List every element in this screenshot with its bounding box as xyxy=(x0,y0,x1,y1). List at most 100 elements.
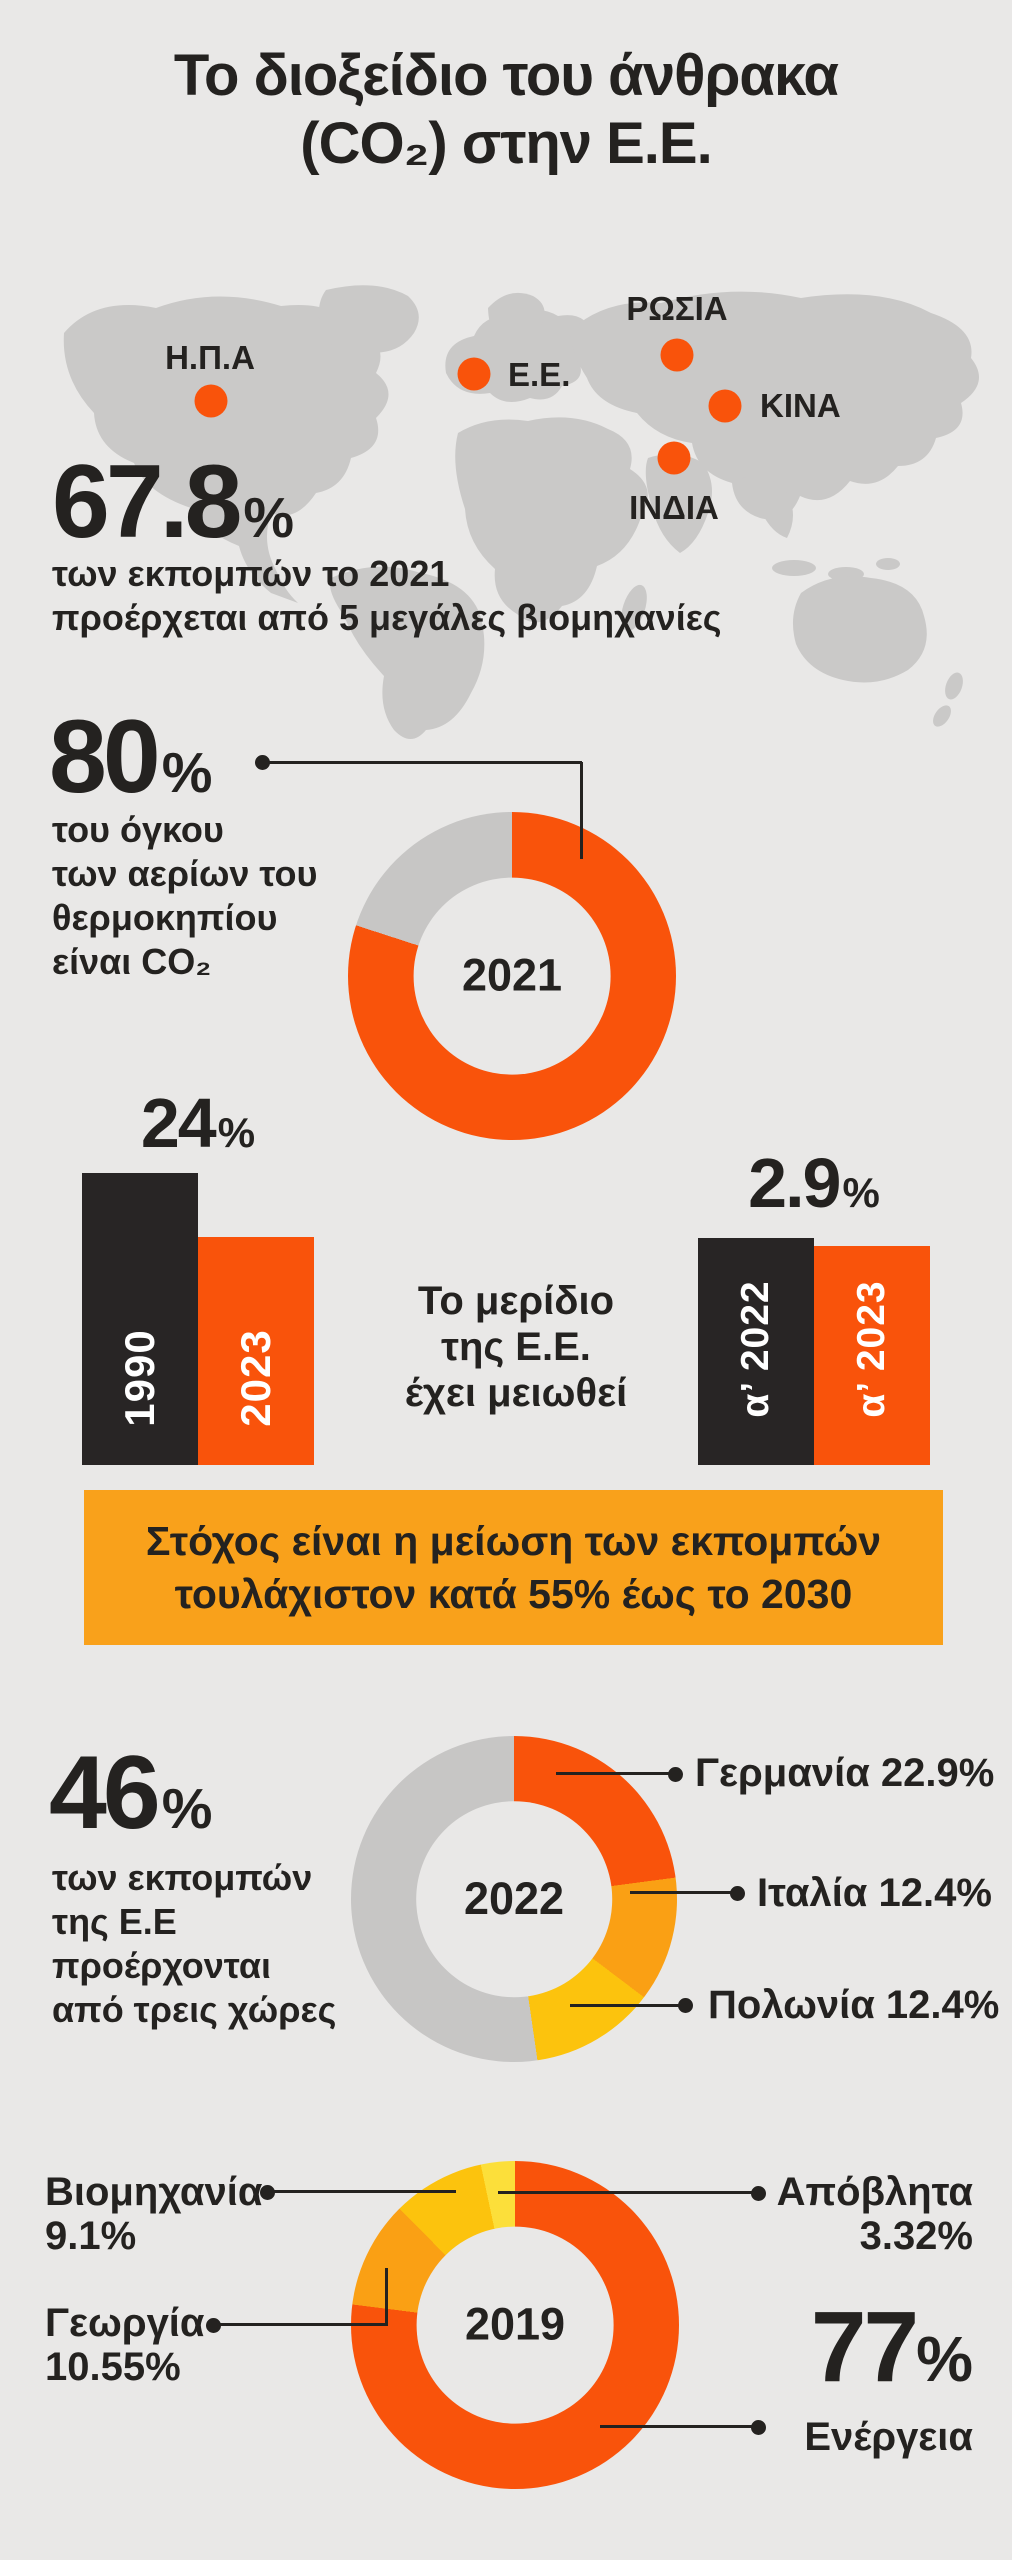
china-marker-label: ΚΙΝΑ xyxy=(760,387,841,424)
stat-co2-volume-unit: % xyxy=(161,741,213,805)
leader-line xyxy=(262,761,582,764)
bar-2023: 2023 xyxy=(198,1237,314,1465)
bar-q1-2023: α’ 2023 xyxy=(814,1246,930,1465)
stat-energy-unit: % xyxy=(916,2323,973,2395)
india-marker-dot-icon xyxy=(657,441,691,475)
donut-center-label-2022: 2022 xyxy=(463,1873,565,1924)
target-banner-line2-prefix: τουλάχιστον κατά xyxy=(174,1570,529,1617)
island-indonesia-1 xyxy=(772,560,816,576)
donut-chart-2021: 2021 xyxy=(348,812,676,1140)
bar-q1-2022: α’ 2022 xyxy=(698,1238,814,1465)
usa-marker-dot-icon xyxy=(194,384,228,418)
region-india xyxy=(645,454,712,553)
continent-south-america xyxy=(329,566,485,739)
target-banner-line1: Στόχος είναι η μείωση των εκπομπών xyxy=(145,1517,882,1564)
callout-agriculture-value: 10.55% xyxy=(45,2345,181,2389)
leader-line xyxy=(630,1891,737,1894)
stat-co2-caption-line4: είναι CO₂ xyxy=(52,941,212,982)
three-countries-caption-line1: των εκπομπών xyxy=(52,1857,313,1898)
share-decline-text: Το μερίδιο της Ε.Ε. έχει μειωθεί xyxy=(366,1278,666,1416)
callout-poland: Πολωνία 12.4% xyxy=(708,1983,1000,2027)
leader-line xyxy=(556,1772,676,1775)
page-title: Το διοξείδιο του άνθρακα (CO₂) στην Ε.Ε. xyxy=(0,42,1012,178)
leader-dot xyxy=(668,1767,683,1782)
stat-industries-caption-line1: των εκπομπών το 2021 xyxy=(52,553,450,594)
leader-line xyxy=(600,2425,758,2428)
page-title-line2: (CO₂) στην Ε.Ε. xyxy=(300,111,712,176)
island-madagascar xyxy=(621,584,647,632)
callout-agriculture: Γεωργία 10.55% xyxy=(45,2301,318,2389)
donut-hole: 2019 xyxy=(416,2226,614,2424)
leader-line xyxy=(580,762,583,859)
stat-industries-unit: % xyxy=(243,486,295,550)
bar-headline-annual-unit: % xyxy=(217,1109,256,1156)
leader-dot xyxy=(730,1886,745,1901)
usa-marker-label: Η.Π.Α xyxy=(165,339,255,376)
callout-waste-value: 3.32% xyxy=(859,2214,973,2258)
bar-headline-quarterly-unit: % xyxy=(842,1169,880,1216)
callout-waste: Απόβλητα 3.32% xyxy=(700,2170,973,2258)
callout-energy: 77% Ενέργεια xyxy=(700,2297,973,2459)
island-greenland xyxy=(318,285,419,353)
leader-line xyxy=(570,2004,685,2007)
callout-waste-name: Απόβλητα xyxy=(776,2170,973,2214)
target-banner: Στόχος είναι η μείωση των εκπομπών τουλά… xyxy=(84,1490,943,1645)
callout-italy: Ιταλία 12.4% xyxy=(757,1871,992,1915)
stat-co2-caption-line2: των αερίων του xyxy=(52,853,318,894)
bar-headline-quarterly-number: 2.9 xyxy=(748,1144,841,1222)
continent-africa xyxy=(455,417,648,623)
stat-co2-volume-caption: του όγκου των αερίων του θερμοκηπίου είν… xyxy=(52,808,317,984)
leader-line xyxy=(218,2323,388,2326)
stat-co2-caption-line3: θερμοκηπίου xyxy=(52,897,278,938)
island-new-zealand-2 xyxy=(933,705,951,727)
bar-1990: 1990 xyxy=(82,1173,198,1465)
stat-industries-number: 67.8 xyxy=(52,444,242,560)
india-marker-label: ΙΝΔΙΑ xyxy=(629,489,719,526)
eu-marker-dot-icon xyxy=(457,357,491,391)
donut-hole: 2021 xyxy=(413,877,611,1075)
stat-co2-volume-number: 80 xyxy=(49,699,161,815)
page-title-line1: Το διοξείδιο του άνθρακα xyxy=(173,43,839,108)
continent-north-america xyxy=(63,296,389,603)
stat-three-countries-number: 46 xyxy=(49,1735,161,1851)
three-countries-caption-line2: της Ε.Ε xyxy=(52,1901,177,1942)
donut-hole: 2022 xyxy=(416,1801,612,1997)
stat-three-countries-value: 46% xyxy=(49,1741,212,1861)
stat-industries-caption: των εκπομπών το 2021 προέρχεται από 5 με… xyxy=(52,552,722,640)
donut-center-label-2019: 2019 xyxy=(464,2298,566,2350)
island-indonesia-3 xyxy=(876,558,900,570)
three-countries-caption-line3: προέρχονται xyxy=(52,1945,271,1986)
leader-line xyxy=(385,2268,388,2326)
leader-dot xyxy=(678,1998,693,2013)
three-countries-caption-line4: από τρεις χώρες xyxy=(52,1989,337,2030)
bar-1990-label: 1990 xyxy=(116,1329,163,1427)
bar-headline-quarterly: 2.9% xyxy=(698,1148,930,1228)
donut-chart-2022: 2022 xyxy=(351,1736,677,2062)
callout-industry: Βιομηχανία 9.1% xyxy=(45,2170,318,2258)
leader-dot xyxy=(751,2420,766,2435)
leader-line xyxy=(272,2190,456,2193)
china-marker-dot-icon xyxy=(708,389,742,423)
donut-center-label-2021: 2021 xyxy=(461,949,563,1001)
region-scandinavia xyxy=(488,292,545,345)
leader-line xyxy=(498,2191,758,2194)
callout-germany: Γερμανία 22.9% xyxy=(695,1751,995,1795)
callout-industry-name: Βιομηχανία xyxy=(45,2170,263,2214)
stat-three-countries-unit: % xyxy=(161,1777,213,1841)
callout-industry-value: 9.1% xyxy=(45,2214,137,2258)
share-decline-line2: της Ε.Ε. xyxy=(441,1325,591,1369)
target-banner-line2-bold: 55% xyxy=(528,1570,611,1617)
continent-australia xyxy=(792,576,927,683)
bar-headline-annual: 24% xyxy=(82,1088,314,1168)
bar-2023-label: 2023 xyxy=(232,1329,279,1427)
target-banner-line2-suffix: έως το 2030 xyxy=(610,1570,853,1617)
leader-dot xyxy=(260,2185,275,2200)
bar-headline-annual-number: 24 xyxy=(140,1084,217,1162)
leader-dot xyxy=(751,2186,766,2201)
eu-marker-label: Ε.Ε. xyxy=(508,356,571,393)
stat-co2-caption-line1: του όγκου xyxy=(52,809,224,850)
share-decline-line3: έχει μειωθεί xyxy=(404,1371,628,1415)
stat-industries-value: 67.8% xyxy=(52,450,294,570)
island-japan xyxy=(911,370,945,423)
stat-co2-volume-value: 80% xyxy=(49,705,212,825)
